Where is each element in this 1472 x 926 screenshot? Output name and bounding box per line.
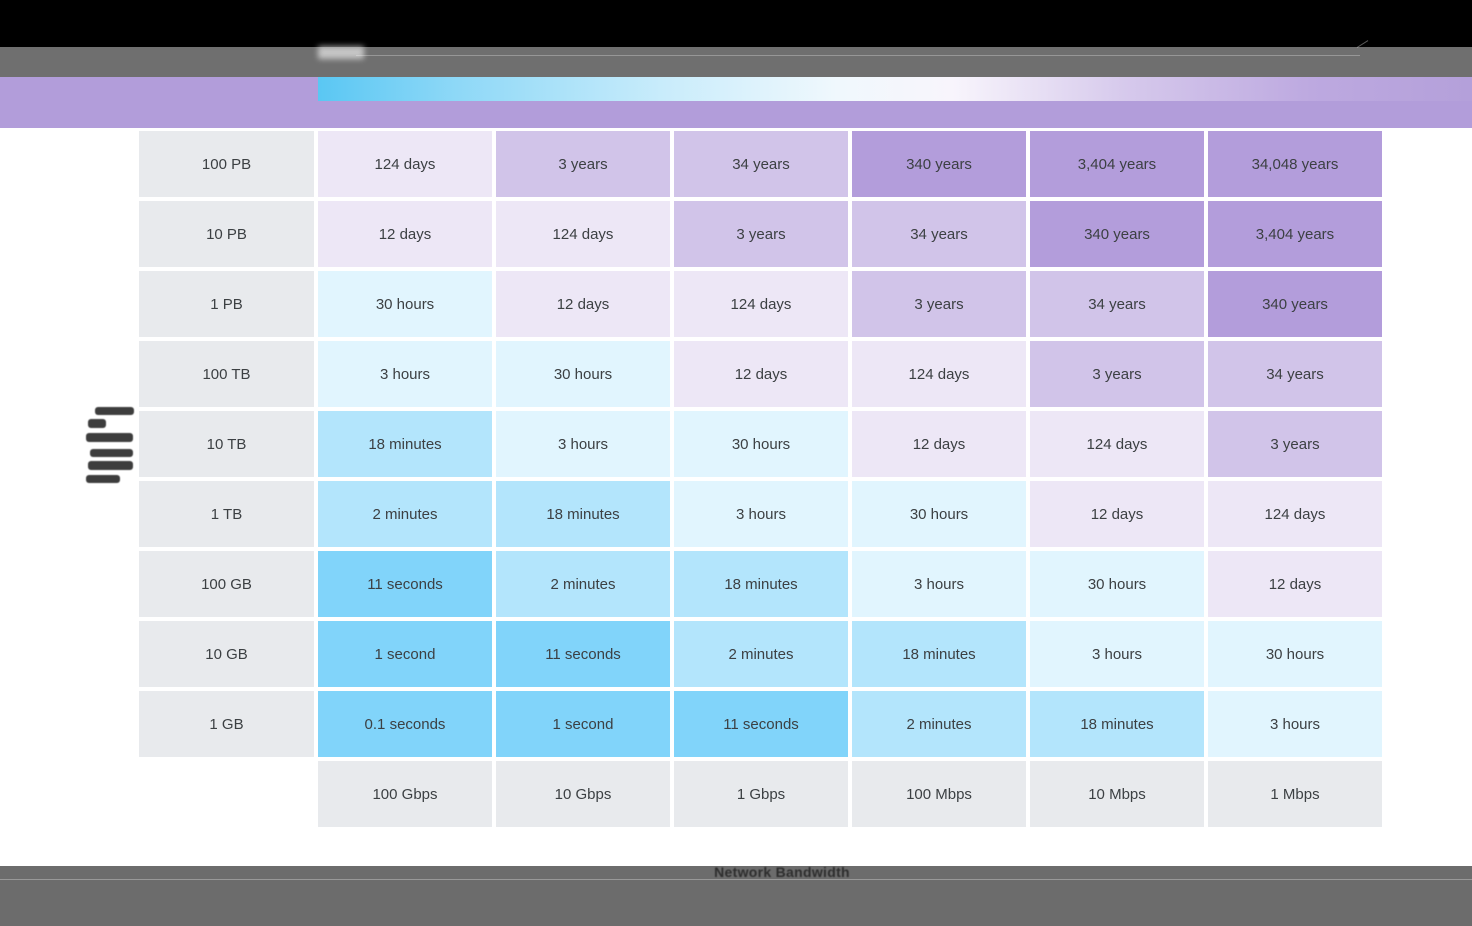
top-black-bar	[0, 0, 1472, 47]
time-cell: 124 days	[1208, 481, 1382, 547]
time-cell: 340 years	[1208, 271, 1382, 337]
row-label: 1 PB	[139, 271, 314, 337]
time-cell: 18 minutes	[318, 411, 492, 477]
gradient-strip	[318, 77, 1472, 101]
row-label: 1 TB	[139, 481, 314, 547]
time-cell: 1 second	[318, 621, 492, 687]
time-cell: 30 hours	[1030, 551, 1204, 617]
time-cell: 2 minutes	[318, 481, 492, 547]
time-cell: 340 years	[852, 131, 1026, 197]
time-cell: 2 minutes	[852, 691, 1026, 757]
time-cell: 30 hours	[496, 341, 670, 407]
bottom-bar	[0, 866, 1472, 926]
time-cell: 11 seconds	[318, 551, 492, 617]
speed-label: 1 Gbps	[674, 761, 848, 827]
time-cell: 3 years	[852, 271, 1026, 337]
row-label: 10 TB	[139, 411, 314, 477]
time-cell: 18 minutes	[496, 481, 670, 547]
time-cell: 30 hours	[852, 481, 1026, 547]
time-cell: 124 days	[1030, 411, 1204, 477]
time-cell: 3,404 years	[1030, 131, 1204, 197]
time-cell: 12 days	[852, 411, 1026, 477]
time-cell: 3 years	[1030, 341, 1204, 407]
blurred-text	[318, 46, 364, 59]
speed-label: 1 Mbps	[1208, 761, 1382, 827]
time-cell: 30 hours	[1208, 621, 1382, 687]
time-cell: 12 days	[318, 201, 492, 267]
time-cell: 3 hours	[1030, 621, 1204, 687]
row-label: 100 TB	[139, 341, 314, 407]
time-cell: 1 second	[496, 691, 670, 757]
time-cell: 12 days	[1030, 481, 1204, 547]
speed-label: 10 Mbps	[1030, 761, 1204, 827]
time-cell: 2 minutes	[496, 551, 670, 617]
time-cell: 34 years	[1208, 341, 1382, 407]
x-axis-label: Network Bandwidth	[714, 864, 850, 880]
time-cell: 34 years	[852, 201, 1026, 267]
top-gray-bar	[0, 47, 1472, 77]
time-cell: 12 days	[496, 271, 670, 337]
time-cell: 3 hours	[318, 341, 492, 407]
divider-line	[356, 55, 1360, 56]
time-cell: 11 seconds	[674, 691, 848, 757]
time-cell: 3 years	[674, 201, 848, 267]
time-cell: 30 hours	[318, 271, 492, 337]
time-cell: 34,048 years	[1208, 131, 1382, 197]
time-cell: 3 hours	[496, 411, 670, 477]
redacted-y-axis-label	[86, 405, 136, 489]
row-label: 10 PB	[139, 201, 314, 267]
time-cell: 3 years	[496, 131, 670, 197]
row-label: 1 GB	[139, 691, 314, 757]
heatmap-table: 100 PB 124 days 3 years 34 years 340 years 3,…	[139, 131, 1382, 827]
time-cell: 3 hours	[674, 481, 848, 547]
time-cell: 3 hours	[1208, 691, 1382, 757]
time-cell: 2 minutes	[674, 621, 848, 687]
time-cell: 124 days	[852, 341, 1026, 407]
time-cell: 12 days	[674, 341, 848, 407]
time-cell: 12 days	[1208, 551, 1382, 617]
time-cell: 18 minutes	[1030, 691, 1204, 757]
speed-label: 100 Gbps	[318, 761, 492, 827]
row-label: 10 GB	[139, 621, 314, 687]
row-label: 100 GB	[139, 551, 314, 617]
time-cell: 18 minutes	[674, 551, 848, 617]
time-cell: 34 years	[674, 131, 848, 197]
time-cell: 34 years	[1030, 271, 1204, 337]
time-cell: 3,404 years	[1208, 201, 1382, 267]
time-cell: 124 days	[674, 271, 848, 337]
speed-label: 10 Gbps	[496, 761, 670, 827]
time-cell: 124 days	[318, 131, 492, 197]
bottom-divider-line	[0, 879, 1472, 880]
time-cell: 0.1 seconds	[318, 691, 492, 757]
time-cell: 3 hours	[852, 551, 1026, 617]
time-cell: 30 hours	[674, 411, 848, 477]
time-cell: 124 days	[496, 201, 670, 267]
time-cell: 340 years	[1030, 201, 1204, 267]
row-label: 100 PB	[139, 131, 314, 197]
time-cell: 3 years	[1208, 411, 1382, 477]
time-cell: 11 seconds	[496, 621, 670, 687]
time-cell: 18 minutes	[852, 621, 1026, 687]
footer-spacer	[139, 761, 314, 827]
speed-label: 100 Mbps	[852, 761, 1026, 827]
